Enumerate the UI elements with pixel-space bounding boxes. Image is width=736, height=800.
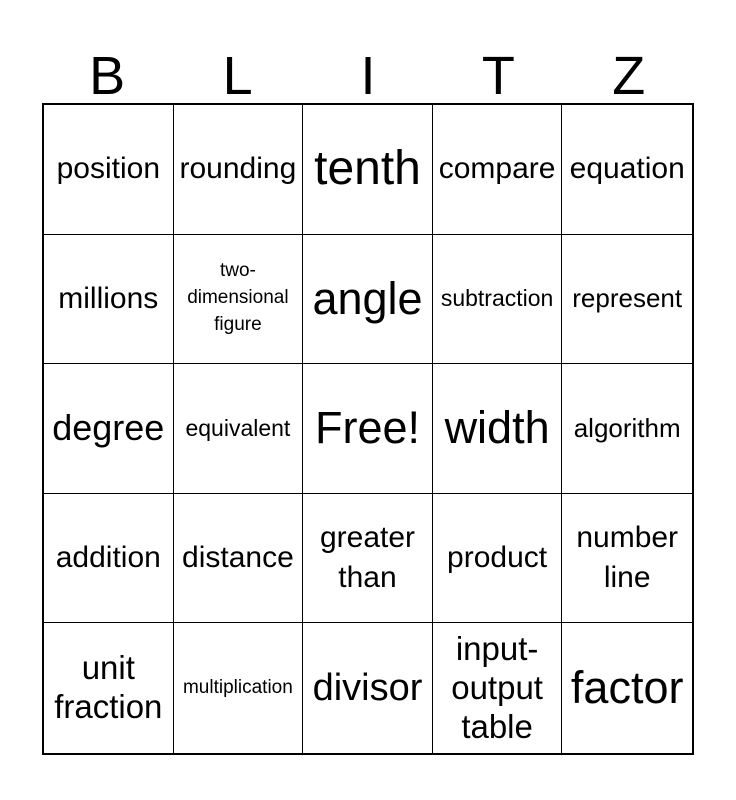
cell-label: unit fraction — [54, 649, 163, 726]
bingo-cell[interactable]: algorithm — [562, 364, 692, 494]
cell-label: factor — [570, 661, 684, 713]
cell-label: divisor — [312, 666, 423, 709]
cell-label: rounding — [179, 152, 297, 186]
bingo-cell[interactable]: degree — [44, 364, 174, 494]
bingo-cell[interactable]: rounding — [173, 105, 304, 235]
cell-label: subtraction — [440, 284, 554, 311]
bingo-cell[interactable]: compare — [432, 105, 563, 235]
bingo-cell[interactable]: multiplication — [174, 623, 304, 753]
cell-label: tenth — [314, 142, 421, 196]
header-letter-l: L — [222, 46, 253, 106]
bingo-cell[interactable]: equivalent — [173, 364, 304, 494]
bingo-cell[interactable]: represent — [562, 235, 692, 365]
bingo-cell[interactable]: divisor — [303, 623, 433, 753]
cell-label: millions — [58, 281, 159, 315]
header-letter-b: B — [89, 46, 126, 106]
bingo-cell[interactable]: distance — [173, 493, 304, 624]
cell-label: position — [56, 152, 160, 186]
cell-label: represent — [572, 282, 683, 313]
bingo-cell[interactable]: number line — [562, 494, 692, 624]
bingo-cell-free[interactable]: Free! — [303, 364, 433, 494]
cell-label: product — [447, 540, 548, 574]
bingo-cell[interactable]: tenth — [303, 105, 433, 235]
cell-label: equation — [569, 152, 685, 186]
cell-label: number line — [576, 520, 679, 595]
bingo-cell[interactable]: two- dimensional figure — [173, 234, 304, 365]
cell-label: Free! — [314, 402, 420, 454]
cell-label: addition — [55, 540, 161, 574]
bingo-cell[interactable]: input- output table — [433, 623, 563, 753]
bingo-cell[interactable]: equation — [562, 105, 692, 235]
bingo-cell[interactable]: angle — [303, 234, 433, 365]
header-letter-z: Z — [612, 46, 646, 106]
cell-label: equivalent — [185, 414, 291, 441]
cell-label: input- output table — [451, 629, 543, 745]
cell-label: width — [444, 402, 550, 454]
cell-label: distance — [182, 540, 294, 574]
bingo-cell[interactable]: millions — [44, 234, 174, 365]
bingo-cell[interactable]: addition — [44, 493, 174, 624]
cell-label: greater than — [319, 520, 416, 595]
bingo-cell[interactable]: product — [432, 493, 563, 624]
bingo-cell[interactable]: factor — [562, 623, 692, 753]
cell-label: two- dimensional figure — [187, 260, 289, 336]
bingo-cell[interactable]: subtraction — [432, 234, 563, 365]
cell-label: algorithm — [573, 412, 681, 443]
cell-label: degree — [52, 407, 165, 449]
bingo-cell[interactable]: width — [432, 364, 563, 494]
header-letter-t: T — [481, 46, 515, 106]
header-letter-i: I — [360, 46, 376, 106]
bingo-cell[interactable]: unit fraction — [44, 623, 174, 753]
cell-label: compare — [438, 152, 556, 186]
bingo-grid: position rounding tenth compare equation mill… — [42, 103, 694, 755]
cell-label: angle — [312, 272, 423, 324]
bingo-cell[interactable]: greater than — [303, 493, 433, 624]
bingo-cell[interactable]: position — [44, 105, 174, 235]
cell-label: multiplication — [182, 676, 293, 698]
